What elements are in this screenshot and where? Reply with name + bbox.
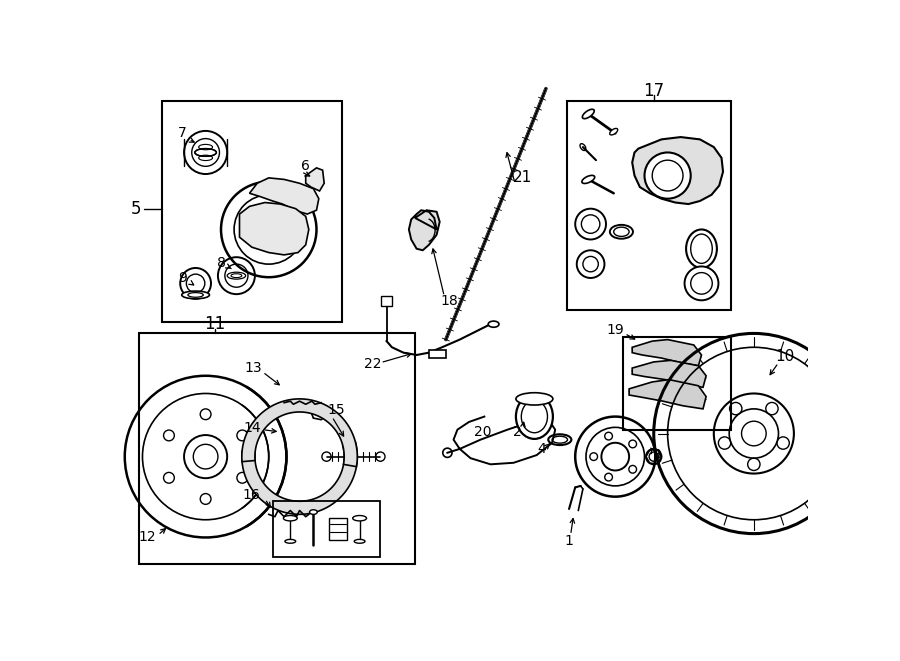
- Text: 5: 5: [131, 200, 141, 217]
- Text: 9: 9: [178, 271, 187, 285]
- Polygon shape: [306, 168, 324, 191]
- Text: 22: 22: [364, 357, 382, 371]
- Bar: [567, 101, 731, 310]
- Polygon shape: [632, 137, 723, 204]
- Bar: [273, 501, 381, 557]
- Polygon shape: [632, 340, 701, 366]
- Text: 21: 21: [513, 171, 533, 185]
- Text: 15: 15: [328, 403, 346, 417]
- Polygon shape: [239, 202, 309, 255]
- Circle shape: [685, 266, 718, 300]
- Polygon shape: [409, 210, 440, 251]
- Text: 14: 14: [243, 421, 261, 435]
- Text: 19: 19: [607, 323, 624, 336]
- Text: 12: 12: [139, 529, 156, 544]
- Text: 17: 17: [644, 82, 664, 100]
- Bar: [382, 297, 392, 307]
- Ellipse shape: [516, 394, 553, 439]
- Bar: [140, 333, 415, 564]
- Ellipse shape: [609, 128, 617, 135]
- Text: 2: 2: [513, 425, 522, 439]
- Text: 16: 16: [243, 488, 261, 502]
- Text: 8: 8: [217, 256, 225, 270]
- Text: 3: 3: [653, 448, 662, 462]
- Ellipse shape: [284, 516, 297, 521]
- Text: 10: 10: [775, 349, 795, 364]
- Bar: [328, 518, 347, 540]
- Ellipse shape: [285, 539, 296, 543]
- Text: 4: 4: [537, 442, 546, 456]
- Text: 11: 11: [204, 315, 226, 333]
- Ellipse shape: [686, 229, 717, 268]
- Text: 7: 7: [178, 126, 187, 140]
- Text: 13: 13: [245, 361, 262, 375]
- Ellipse shape: [353, 516, 366, 521]
- Bar: [163, 101, 342, 322]
- Ellipse shape: [516, 393, 553, 405]
- Ellipse shape: [488, 321, 499, 327]
- Bar: [429, 350, 445, 358]
- Ellipse shape: [194, 149, 216, 156]
- Polygon shape: [242, 442, 357, 514]
- Polygon shape: [629, 379, 706, 409]
- Polygon shape: [249, 178, 319, 214]
- Ellipse shape: [582, 109, 594, 119]
- Circle shape: [644, 153, 690, 199]
- Text: 6: 6: [302, 159, 310, 173]
- Ellipse shape: [355, 539, 365, 543]
- Polygon shape: [242, 399, 357, 467]
- Bar: [623, 337, 731, 430]
- Ellipse shape: [582, 175, 595, 184]
- Ellipse shape: [227, 272, 246, 279]
- Text: 20: 20: [474, 425, 491, 439]
- Ellipse shape: [310, 510, 318, 514]
- Polygon shape: [632, 360, 706, 387]
- Text: 1: 1: [564, 534, 573, 549]
- Ellipse shape: [182, 291, 210, 299]
- Text: 18: 18: [441, 294, 459, 308]
